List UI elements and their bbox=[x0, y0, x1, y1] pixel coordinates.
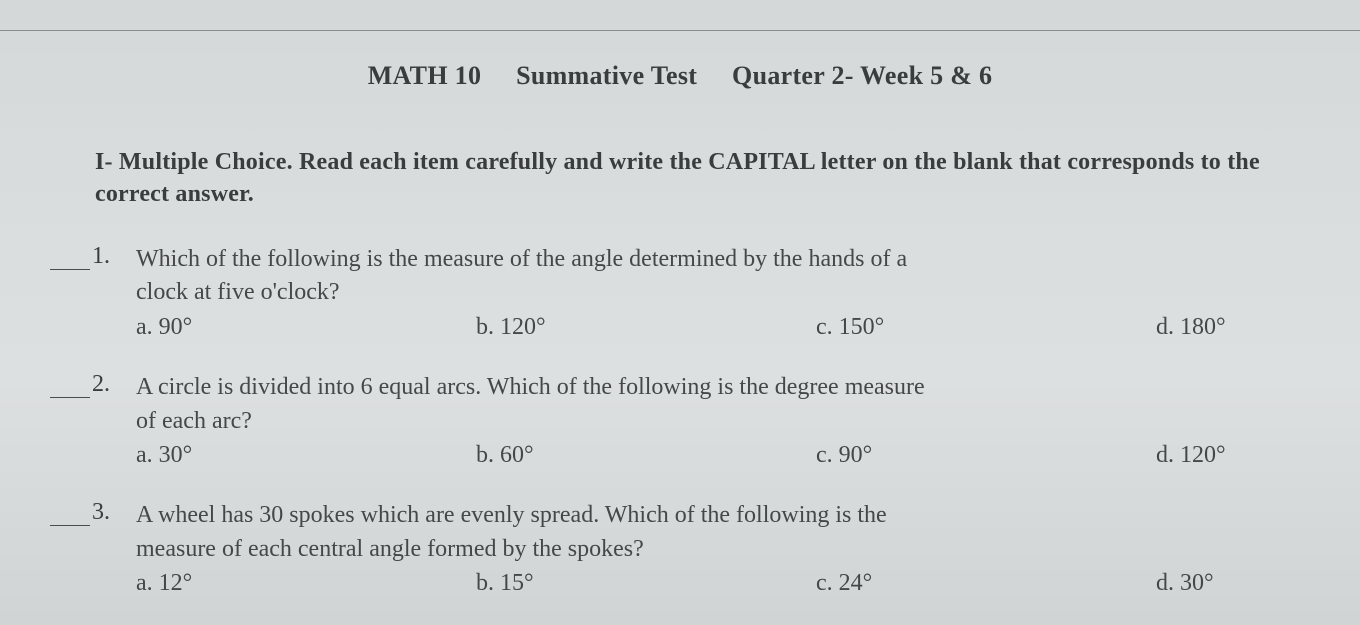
choice-c: c. 24° bbox=[816, 570, 1156, 597]
question-number: 1. bbox=[92, 243, 110, 270]
choice-a: a. 90° bbox=[136, 314, 476, 341]
question-text-line1: A circle is divided into 6 equal arcs. W… bbox=[136, 371, 1310, 405]
choice-row: a. 12° b. 15° c. 24° d. 30° bbox=[136, 570, 1310, 597]
question-text-rest: of each arc? bbox=[136, 405, 1310, 439]
choice-b: b. 120° bbox=[476, 314, 816, 341]
top-rule bbox=[0, 30, 1360, 31]
choice-c: c. 150° bbox=[816, 314, 1156, 341]
choice-d: d. 120° bbox=[1156, 442, 1310, 469]
choice-d: d. 30° bbox=[1156, 570, 1310, 597]
question-3: 3. A wheel has 30 spokes which are evenl… bbox=[50, 499, 1310, 597]
question-2: 2. A circle is divided into 6 equal arcs… bbox=[50, 371, 1310, 469]
choice-a: a. 30° bbox=[136, 442, 476, 469]
choice-c: c. 90° bbox=[816, 442, 1156, 469]
choice-row: a. 90° b. 120° c. 150° d. 180° bbox=[136, 314, 1310, 341]
period-label: Quarter 2- Week 5 & 6 bbox=[732, 61, 992, 91]
question-1: 1. Which of the following is the measure… bbox=[50, 243, 1310, 341]
choice-row: a. 30° b. 60° c. 90° d. 120° bbox=[136, 442, 1310, 469]
answer-blank[interactable]: 3. bbox=[50, 499, 136, 526]
question-text-line1: A wheel has 30 spokes which are evenly s… bbox=[136, 499, 1310, 533]
choice-b: b. 60° bbox=[476, 442, 816, 469]
choice-b: b. 15° bbox=[476, 570, 816, 597]
instructions-text: I- Multiple Choice. Read each item caref… bbox=[95, 146, 1290, 211]
question-text-line1: Which of the following is the measure of… bbox=[136, 243, 1310, 277]
choice-d: d. 180° bbox=[1156, 314, 1310, 341]
choice-a: a. 12° bbox=[136, 570, 476, 597]
answer-blank[interactable]: 2. bbox=[50, 371, 136, 398]
question-number: 2. bbox=[92, 371, 110, 398]
test-type: Summative Test bbox=[516, 61, 697, 91]
course-code: MATH 10 bbox=[368, 61, 482, 91]
worksheet-header: MATH 10 Summative Test Quarter 2- Week 5… bbox=[50, 61, 1310, 91]
answer-blank[interactable]: 1. bbox=[50, 243, 136, 270]
question-number: 3. bbox=[92, 499, 110, 526]
worksheet-page: MATH 10 Summative Test Quarter 2- Week 5… bbox=[0, 0, 1360, 597]
question-text-rest: measure of each central angle formed by … bbox=[136, 533, 1310, 567]
question-text-rest: clock at five o'clock? bbox=[136, 276, 1310, 310]
